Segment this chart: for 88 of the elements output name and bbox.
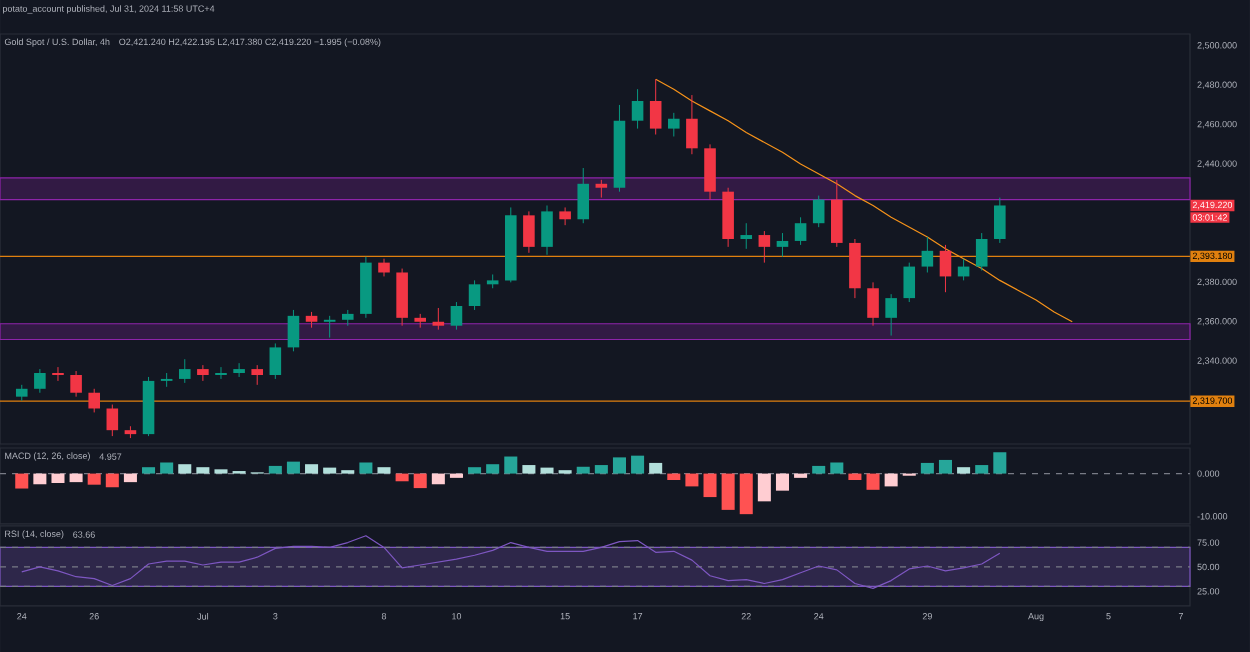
candlestick [704, 143, 716, 201]
bar [196, 467, 210, 474]
bar [685, 473, 699, 487]
bar [739, 473, 753, 515]
bar [703, 473, 717, 498]
candlestick [849, 238, 861, 299]
bar [268, 465, 282, 474]
candlestick [269, 342, 282, 380]
candlestick [215, 366, 227, 380]
candlestick [975, 232, 988, 272]
bar [775, 473, 789, 491]
bar [721, 473, 735, 510]
bar [504, 456, 518, 474]
candlestick [668, 112, 680, 137]
candlestick [631, 88, 644, 130]
bar [884, 473, 898, 487]
bar [123, 473, 137, 483]
candlestick [70, 370, 82, 398]
candlestick [52, 366, 64, 382]
bar [395, 473, 409, 482]
candlestick [34, 368, 46, 394]
candlestick [722, 187, 734, 248]
bar [142, 467, 156, 474]
bar [540, 467, 554, 474]
candlestick [287, 309, 300, 352]
candlestick [649, 78, 662, 136]
bar [938, 459, 952, 474]
bar [975, 465, 989, 474]
candlestick [396, 268, 408, 327]
bar [812, 465, 826, 474]
bar [848, 473, 862, 480]
candlestick [812, 195, 825, 228]
bar [160, 462, 174, 474]
candlestick [251, 364, 264, 386]
bar [305, 464, 319, 474]
candlestick [939, 244, 952, 293]
candlestick [903, 262, 916, 303]
candlestick [577, 167, 590, 224]
candlestick [88, 388, 100, 413]
bar [15, 473, 29, 489]
bar [957, 467, 971, 474]
bar [667, 473, 681, 480]
bar [631, 455, 645, 474]
bar [757, 473, 771, 502]
candlestick [885, 293, 897, 337]
candlestick [178, 358, 191, 384]
bar [87, 473, 101, 485]
candlestick [867, 281, 879, 327]
bar [413, 473, 427, 489]
candlestick [523, 210, 535, 254]
candlestick [740, 222, 753, 250]
bar [51, 473, 65, 483]
bar [612, 457, 626, 474]
bar [920, 462, 934, 474]
candlestick [758, 230, 771, 264]
candlestick [450, 301, 463, 331]
candlestick [921, 236, 934, 273]
bar [359, 462, 373, 474]
bar [33, 473, 47, 485]
bar [431, 473, 445, 485]
bar [486, 464, 500, 474]
candlestick [686, 94, 698, 155]
bar [178, 464, 192, 474]
candlestick [197, 364, 209, 382]
bar [830, 462, 844, 474]
candlestick [233, 362, 245, 378]
bar [468, 467, 482, 474]
bar [286, 461, 300, 474]
candlestick [776, 232, 789, 258]
bar [522, 465, 536, 474]
bar [377, 467, 391, 474]
candlestick [106, 404, 119, 437]
candlestick [432, 307, 445, 331]
candlestick [468, 279, 481, 311]
candlestick [323, 315, 336, 339]
bar [323, 467, 337, 474]
bar [649, 462, 663, 474]
candlestick [831, 179, 843, 248]
bar [993, 452, 1007, 474]
candlestick [794, 216, 807, 246]
candlestick [559, 206, 571, 226]
bar [105, 473, 119, 488]
bar [576, 466, 590, 474]
bar [594, 465, 608, 474]
candlestick [541, 204, 553, 256]
bar [866, 473, 880, 490]
bar [69, 473, 83, 483]
candlestick [994, 197, 1006, 244]
